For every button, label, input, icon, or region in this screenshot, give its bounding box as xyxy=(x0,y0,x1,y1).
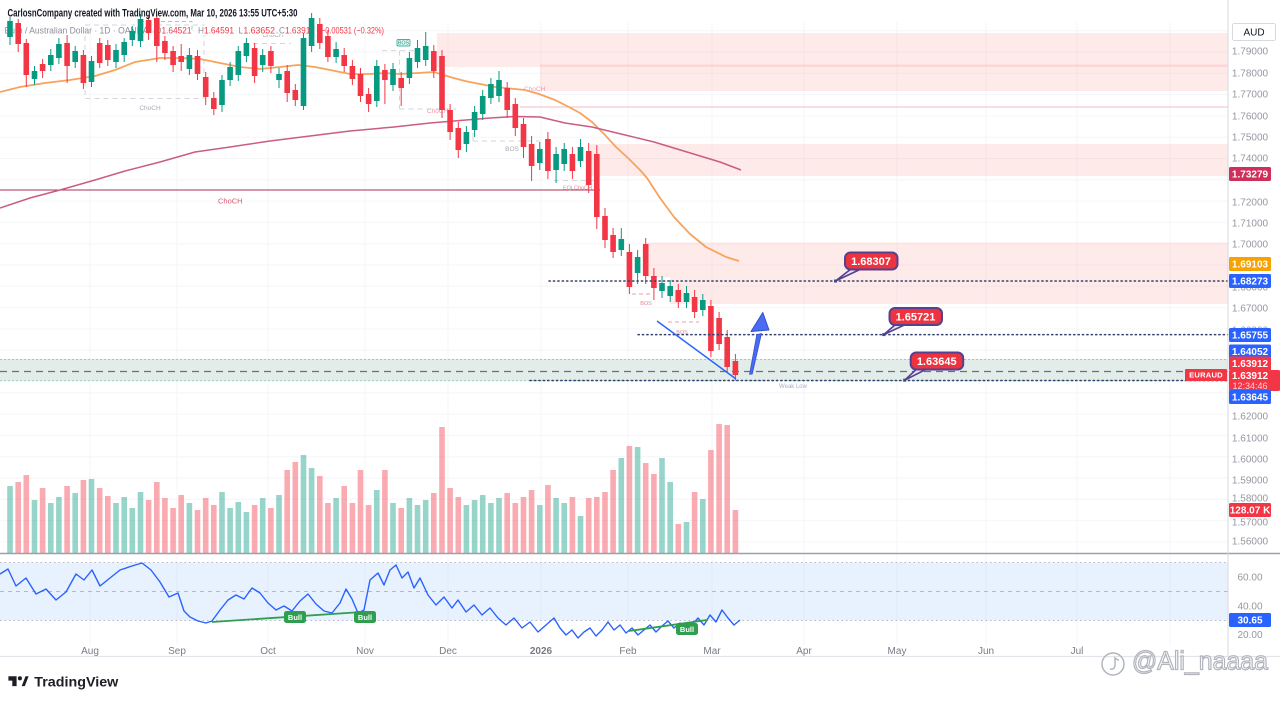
svg-text:Jul: Jul xyxy=(1071,646,1084,657)
svg-text:Weak Low: Weak Low xyxy=(779,384,808,390)
svg-text:TradingView: TradingView xyxy=(34,674,118,689)
svg-text:1.75000: 1.75000 xyxy=(1232,133,1269,144)
svg-text:BOS: BOS xyxy=(505,146,519,153)
svg-text:20.00: 20.00 xyxy=(1237,630,1262,641)
svg-text:EQL: EQL xyxy=(563,186,574,192)
svg-text:1.74000: 1.74000 xyxy=(1232,154,1269,165)
svg-text:ChoCH: ChoCH xyxy=(262,32,284,39)
svg-text:O1.64521: O1.64521 xyxy=(155,26,192,36)
svg-text:Nov: Nov xyxy=(356,646,374,657)
svg-text:ChoCH: ChoCH xyxy=(427,108,449,115)
svg-text:1.63645: 1.63645 xyxy=(917,356,957,368)
svg-text:Mar: Mar xyxy=(703,646,721,657)
svg-text:Dec: Dec xyxy=(439,646,457,657)
svg-text:30.65: 30.65 xyxy=(1237,616,1262,627)
svg-text:Sep: Sep xyxy=(168,646,186,657)
svg-text:EURAUD: EURAUD xyxy=(1189,371,1223,380)
svg-text:ChoCH: ChoCH xyxy=(574,186,592,192)
svg-text:1.70000: 1.70000 xyxy=(1232,240,1269,251)
svg-text:1.71000: 1.71000 xyxy=(1232,219,1269,230)
svg-text:1.77000: 1.77000 xyxy=(1232,90,1269,101)
svg-text:CarlosnCompany created with Tr: CarlosnCompany created with TradingView.… xyxy=(8,8,298,20)
svg-text:1.65721: 1.65721 xyxy=(896,312,936,324)
svg-text:Apr: Apr xyxy=(796,646,812,657)
svg-text:Bull: Bull xyxy=(680,625,694,634)
svg-text:May: May xyxy=(888,646,907,657)
svg-text:BOS: BOS xyxy=(398,41,409,47)
svg-text:1.72000: 1.72000 xyxy=(1232,198,1269,209)
svg-text:H1.64591: H1.64591 xyxy=(198,26,234,36)
svg-text:1.69103: 1.69103 xyxy=(1232,260,1269,271)
svg-text:1.63912: 1.63912 xyxy=(1232,359,1269,370)
svg-text:1.63645: 1.63645 xyxy=(1232,393,1269,404)
svg-text:1.62000: 1.62000 xyxy=(1232,412,1269,423)
svg-text:Bull: Bull xyxy=(288,613,302,622)
svg-text:128.07 K: 128.07 K xyxy=(1230,506,1271,517)
svg-text:1.76000: 1.76000 xyxy=(1232,112,1269,123)
svg-text:1.60000: 1.60000 xyxy=(1232,455,1269,466)
svg-text:1.68307: 1.68307 xyxy=(851,256,891,268)
svg-text:Feb: Feb xyxy=(619,646,637,657)
svg-text:−0.00531 (−0.32%): −0.00531 (−0.32%) xyxy=(321,26,384,36)
svg-text:Jun: Jun xyxy=(978,646,994,657)
svg-text:1.79000: 1.79000 xyxy=(1232,47,1269,58)
svg-text:1.65755: 1.65755 xyxy=(1232,331,1269,342)
svg-text:BOS: BOS xyxy=(676,330,688,336)
svg-text:1.61000: 1.61000 xyxy=(1232,434,1269,445)
svg-text:12:34:46: 12:34:46 xyxy=(1232,381,1267,391)
svg-text:1.63912: 1.63912 xyxy=(1232,371,1269,382)
svg-text:AUD: AUD xyxy=(1243,28,1264,39)
svg-text:1.68273: 1.68273 xyxy=(1232,277,1269,288)
svg-text:ChoCH: ChoCH xyxy=(218,197,243,206)
svg-text:Oct: Oct xyxy=(260,646,276,657)
svg-text:1.78000: 1.78000 xyxy=(1232,69,1269,80)
svg-text:2026: 2026 xyxy=(530,646,553,657)
svg-text:ChoCH: ChoCH xyxy=(524,86,546,93)
svg-text:Euro / Australian Dollar · 1D: Euro / Australian Dollar · 1D · OANDA xyxy=(5,26,150,36)
svg-text:40.00: 40.00 xyxy=(1237,602,1262,613)
svg-text:1.67000: 1.67000 xyxy=(1232,304,1269,315)
svg-text:L1.63652: L1.63652 xyxy=(239,26,276,36)
svg-text:ChoCH: ChoCH xyxy=(139,105,161,112)
svg-text:1.64052: 1.64052 xyxy=(1232,347,1269,358)
svg-text:1.59000: 1.59000 xyxy=(1232,476,1269,487)
svg-text:C1.63912: C1.63912 xyxy=(279,26,315,36)
svg-text:Aug: Aug xyxy=(81,646,99,657)
svg-text:1.73279: 1.73279 xyxy=(1232,170,1269,181)
svg-text:1.58000: 1.58000 xyxy=(1232,494,1269,505)
svg-text:1.57000: 1.57000 xyxy=(1232,518,1269,529)
svg-text:1.56000: 1.56000 xyxy=(1232,537,1269,548)
svg-text:Bull: Bull xyxy=(358,613,372,622)
svg-text:@Ali_naaaa: @Ali_naaaa xyxy=(1132,646,1269,676)
svg-text:60.00: 60.00 xyxy=(1237,573,1262,584)
svg-text:BOS: BOS xyxy=(640,301,652,307)
